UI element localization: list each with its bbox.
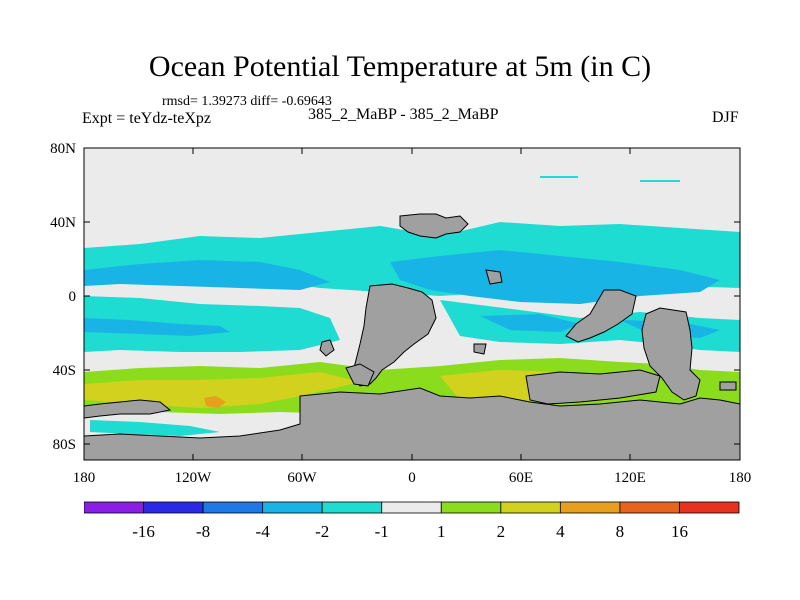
colorbar-label: -2 — [315, 522, 329, 541]
colorbar-label: 8 — [616, 522, 625, 541]
colorbar-box — [84, 501, 144, 514]
y-tick-label: 80N — [50, 141, 76, 157]
land-antarctic-peninsula-east — [525, 369, 661, 405]
colorbar-label: -4 — [256, 522, 271, 541]
land-masses — [84, 213, 740, 460]
x-tick-label: 0 — [408, 470, 416, 486]
x-tick-labels: 180 120W 60W 0 60E 120E 180 — [73, 470, 752, 486]
experiment-label: Expt = teYdz-teXpz — [82, 110, 211, 127]
anomaly-line-arctic-a — [540, 176, 578, 178]
land-island-b — [473, 343, 487, 355]
y-tick-label: 80S — [53, 437, 76, 453]
colorbar-box — [500, 501, 561, 514]
colorbar-box — [440, 501, 502, 514]
colorbar-box — [559, 501, 621, 514]
y-tick-label: 40N — [50, 215, 76, 231]
colorbar-box — [619, 501, 680, 514]
colorbar-label: 1 — [437, 522, 446, 541]
map-area — [84, 148, 740, 460]
x-tick-label: 60W — [287, 470, 317, 486]
colorbar-box — [143, 501, 204, 514]
x-tick-label: 120E — [614, 470, 646, 486]
run-label: 385_2_MaBP - 385_2_MaBP — [308, 106, 499, 123]
land-australia — [641, 307, 701, 401]
colorbar-box — [381, 501, 442, 514]
anomaly-patch-south-pacific-blue — [84, 318, 230, 336]
colorbar-label: 2 — [497, 522, 506, 541]
colorbar-box — [679, 501, 740, 514]
colorbar-label: -1 — [375, 522, 389, 541]
anomaly-line-arctic-b — [640, 180, 680, 182]
colorbar-label: -8 — [196, 522, 210, 541]
land-south-america-tip — [345, 363, 375, 387]
anomaly-patch-antarctic-cyan — [90, 420, 220, 436]
anomaly-patch-orange — [204, 396, 226, 408]
colorbar-label: 4 — [556, 522, 565, 541]
colorbar-box — [321, 501, 383, 514]
colorbar-label: 16 — [671, 522, 688, 541]
axis-ticks — [83, 147, 741, 460]
x-tick-label: 180 — [729, 470, 752, 486]
stats-text: rmsd= 1.39273 diff= -0.69643 — [162, 94, 332, 109]
y-tick-label: 40S — [53, 363, 76, 379]
y-tick-label: 0 — [69, 289, 77, 305]
land-africa — [351, 283, 437, 387]
anomaly-patch-pacific-blue — [84, 260, 330, 290]
land-europe — [399, 213, 469, 239]
colorbar-label: -16 — [132, 522, 155, 541]
anomaly-patch-indian-south-blue — [480, 314, 580, 332]
colorbar: -16 -8 -4 -2 -1 1 2 4 8 16 — [84, 501, 740, 541]
colorbar-box — [262, 501, 323, 514]
colorbar-boxes — [84, 501, 740, 514]
land-antarctica — [84, 387, 740, 460]
season-label: DJF — [712, 109, 739, 126]
land-se-asia — [565, 289, 637, 343]
land-arabia — [485, 269, 503, 285]
x-tick-label: 60E — [509, 470, 533, 486]
y-tick-labels: 80N 40N 0 40S 80S — [50, 141, 76, 453]
anomaly-patch-indian-blue — [390, 250, 720, 304]
land-antarctica-west-coast — [84, 399, 172, 419]
x-tick-label: 180 — [73, 470, 96, 486]
land-island-a — [319, 339, 335, 357]
page-title: Ocean Potential Temperature at 5m (in C) — [148, 50, 652, 83]
x-tick-label: 120W — [175, 470, 213, 486]
anomaly-band-south-pacific-cyan — [84, 296, 340, 352]
colorbar-box — [202, 501, 264, 514]
land-island-c — [719, 381, 737, 391]
colorbar-labels: -16 -8 -4 -2 -1 1 2 4 8 16 — [132, 522, 688, 541]
anomaly-band-southern-pacific-yellow — [84, 372, 360, 408]
